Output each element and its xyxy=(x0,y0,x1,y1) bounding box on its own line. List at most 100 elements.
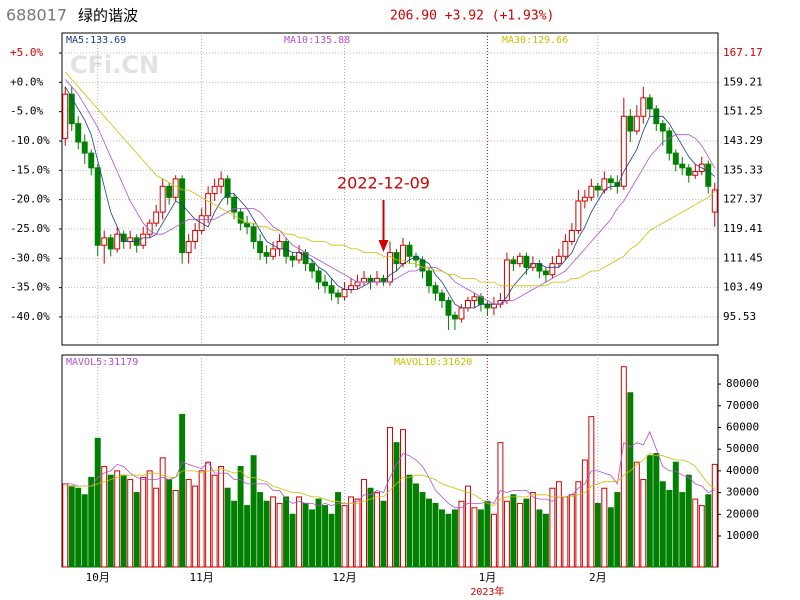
volume-bar xyxy=(659,481,666,568)
ma-line xyxy=(64,79,716,305)
candle-body xyxy=(75,123,82,143)
candle-body xyxy=(464,299,471,309)
candle-body xyxy=(341,288,348,298)
volume-bar xyxy=(166,479,173,568)
volume-bar xyxy=(179,413,186,568)
volume-bar xyxy=(263,500,270,568)
volume-bar xyxy=(627,392,634,568)
candle-body xyxy=(685,167,692,176)
y2-tick-label: -15.0% xyxy=(10,163,50,176)
candle-body xyxy=(516,255,523,265)
volume-bar xyxy=(224,487,231,568)
volume-bar xyxy=(185,479,192,568)
candle-body xyxy=(354,281,361,287)
candle-body xyxy=(335,292,342,298)
y-tick-label: 103.49 xyxy=(723,281,763,294)
volume-bar xyxy=(198,470,205,568)
candle-body xyxy=(302,252,309,265)
x-tick-label: 12月 xyxy=(332,571,356,584)
ma-line xyxy=(65,453,716,507)
volume-bar xyxy=(653,453,660,568)
volume-bar xyxy=(413,483,419,568)
quote: 206.90 +3.92 (+1.93%) xyxy=(390,9,554,24)
candle-body xyxy=(153,211,160,224)
volume-bar xyxy=(341,505,348,568)
volume-bar xyxy=(237,466,244,568)
volume-bar xyxy=(523,498,530,568)
volume-bar xyxy=(205,461,212,568)
y2-tick-label: +0.0% xyxy=(10,75,43,88)
candle-body xyxy=(322,281,329,287)
volume-bar xyxy=(192,485,199,568)
volume-bar xyxy=(549,487,556,568)
volume-bar xyxy=(471,507,478,568)
y2-tick-label: +5.0% xyxy=(10,46,43,59)
volume-bar xyxy=(244,505,251,568)
candle-body xyxy=(581,196,588,202)
volume-bar xyxy=(672,461,679,568)
candle-body xyxy=(568,229,575,243)
y-tick-label: 95.53 xyxy=(723,310,756,323)
volume-bar xyxy=(380,500,387,568)
candle-body xyxy=(107,237,114,250)
volume-bar xyxy=(361,479,367,568)
ma-line xyxy=(64,86,716,309)
volume-bar xyxy=(692,498,699,568)
annotation-arrowhead xyxy=(378,240,389,252)
ma-line xyxy=(65,430,715,509)
volume-bar xyxy=(289,513,296,568)
candle-body xyxy=(94,167,101,246)
y-tick-label: 135.33 xyxy=(723,163,763,176)
candle-body xyxy=(523,255,530,268)
candle-body xyxy=(575,200,582,231)
volume-bar xyxy=(211,474,218,568)
candle-body xyxy=(205,193,212,217)
candle-body xyxy=(367,277,374,283)
y2-tick-label: -10.0% xyxy=(10,134,50,147)
volume-bar xyxy=(68,485,75,568)
volume-bar xyxy=(257,492,264,568)
volume-bar xyxy=(406,474,413,568)
watermark: CFi.CN xyxy=(70,51,159,79)
candle-body xyxy=(646,97,653,110)
y-tick-label: 143.29 xyxy=(723,134,763,147)
volume-bar xyxy=(620,366,627,568)
candle-body xyxy=(309,263,316,272)
candle-body xyxy=(692,171,699,176)
volume-bar xyxy=(562,496,569,568)
volume-bar xyxy=(607,507,614,568)
volume-bar xyxy=(335,492,342,568)
volume-bar xyxy=(296,496,303,568)
volume-bar xyxy=(120,474,127,568)
volume-bar xyxy=(302,502,309,568)
volume-bar xyxy=(568,494,575,568)
candle-body xyxy=(451,314,458,320)
y2-tick-label: -25.0% xyxy=(10,222,50,235)
legend-entry: MA5:133.69 xyxy=(66,35,126,46)
y-tick-label: 151.25 xyxy=(723,105,763,118)
volume-bar xyxy=(140,476,147,568)
volume-bar xyxy=(711,463,718,568)
volume-bar xyxy=(133,492,140,568)
volume-bar xyxy=(698,505,705,568)
candle-body xyxy=(659,123,666,132)
volume-bar xyxy=(484,500,491,568)
candle-body xyxy=(166,185,173,198)
volume-bar xyxy=(309,509,316,568)
price-frame xyxy=(61,32,719,346)
volume-bar xyxy=(594,502,601,568)
y-tick-label: 30000 xyxy=(726,486,759,499)
candle-body xyxy=(231,196,238,213)
candle-body xyxy=(348,285,354,290)
candle-body xyxy=(127,237,134,243)
candle-body xyxy=(185,241,192,254)
volume-bar xyxy=(153,487,160,568)
volume-bar xyxy=(633,461,640,568)
volume-bar xyxy=(75,487,82,568)
volume-bar xyxy=(393,442,400,568)
volume-bar xyxy=(490,513,497,568)
volume-bar xyxy=(529,492,536,568)
y-tick-label: 10000 xyxy=(726,529,759,542)
candle-body xyxy=(270,248,277,257)
candle-body xyxy=(542,270,549,276)
